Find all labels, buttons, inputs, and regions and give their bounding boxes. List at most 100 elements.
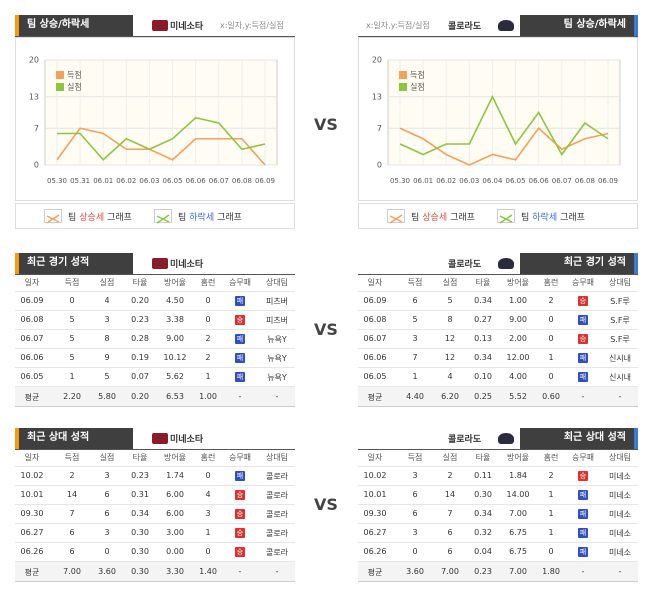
table-cell: 0.20	[131, 296, 149, 305]
average-cell: 0.23	[474, 567, 492, 576]
panel-header: 최근 상대 성적 콜로라도	[358, 428, 638, 450]
table-cell: 6	[69, 547, 75, 556]
average-cell: 0.30	[131, 567, 149, 576]
x-tick-label: 06.06	[186, 177, 207, 185]
average-cell: -	[238, 567, 242, 576]
table-cell: 10.02	[20, 471, 44, 480]
team-logo	[498, 258, 514, 269]
table-cell: 0.27	[474, 315, 492, 324]
legend-icon	[44, 209, 62, 224]
table-cell: 0.34	[474, 353, 492, 362]
row-line	[358, 386, 638, 387]
team-logo	[152, 433, 168, 444]
legend-note: 팀 하락세 그래프	[521, 210, 585, 223]
table-cell: 06.09	[20, 296, 44, 305]
panel-header: 최근 경기 성적 콜로라도	[358, 253, 638, 275]
column-header: 승무패	[571, 453, 595, 462]
x-tick-label: 06.07	[209, 177, 229, 185]
legend-note: 팀 상승세 그래프	[411, 210, 475, 223]
column-header: 방어율	[163, 453, 187, 462]
header-tab: 최근 경기 성적	[520, 253, 638, 274]
y-tick-label: 7	[34, 124, 39, 133]
table-cell: 미네소	[608, 529, 632, 538]
y-tick-label: 20	[372, 56, 382, 65]
table-cell: 6	[447, 528, 453, 537]
average-cell: 5.52	[509, 392, 527, 401]
vs-label: VS	[314, 495, 338, 514]
table-cell: 5.62	[166, 372, 184, 381]
x-tick-label: 05.30	[47, 177, 67, 185]
column-header: 득점	[407, 278, 423, 287]
icon	[499, 214, 513, 224]
table-cell: 3.00	[166, 528, 184, 537]
header-tab: 팀 상승/하락세	[15, 15, 133, 36]
table-cell: 3	[104, 528, 110, 537]
table-cell: 0.04	[474, 547, 492, 556]
row-line	[15, 367, 295, 368]
table-cell: 6	[104, 490, 110, 499]
header-tab: 최근 경기 성적	[15, 253, 133, 274]
table-cell: 3	[412, 471, 418, 480]
table-cell: 06.27	[20, 528, 44, 537]
row-line	[358, 561, 638, 562]
table-cell: 0	[548, 372, 554, 381]
row-line	[15, 348, 295, 349]
table-cell: 4	[447, 372, 453, 381]
row-line	[358, 291, 638, 292]
table-cell: 12	[444, 353, 456, 362]
row-line	[358, 348, 638, 349]
column-header: 타율	[475, 453, 491, 462]
average-cell: 6.53	[166, 392, 184, 401]
x-tick-label: 06.09	[255, 177, 275, 185]
table-cell: 2	[205, 334, 211, 343]
x-tick-label: 06.05	[506, 177, 526, 185]
average-cell: 평균	[24, 568, 40, 577]
average-cell: -	[581, 392, 585, 401]
row-line	[358, 310, 638, 311]
table-cell: 0.07	[131, 372, 149, 381]
legend-box	[399, 83, 407, 91]
average-row-bg	[15, 387, 295, 406]
average-cell: 0.20	[131, 392, 149, 401]
table-cell: 콜로라	[265, 472, 289, 481]
series-line	[399, 127, 609, 166]
table-cell: 5	[104, 372, 110, 381]
legend-label: 실점	[67, 82, 82, 92]
average-row-bg	[358, 562, 638, 581]
row-line	[358, 542, 638, 543]
table-cell: 0	[205, 315, 211, 324]
result-badge: 승	[235, 509, 245, 519]
result-badge: 패	[578, 528, 588, 538]
result-badge: 패	[235, 471, 245, 481]
table-cell: 3	[104, 315, 110, 324]
table-cell: 3	[104, 471, 110, 480]
table-cell: 0.34	[131, 509, 149, 518]
row-line	[358, 523, 638, 524]
table-cell: 뉴욕Y	[267, 354, 287, 363]
table-cell: 3	[205, 509, 211, 518]
team-name: 미네소타	[170, 435, 204, 445]
x-tick-label: 06.02	[436, 177, 456, 185]
average-cell: -	[238, 392, 242, 401]
x-tick-label: 06.08	[575, 177, 595, 185]
result-badge: 패	[578, 353, 588, 363]
table-cell: 콜로라	[265, 529, 289, 538]
table-cell: 1.74	[166, 471, 184, 480]
team-name: 콜로라도	[448, 435, 482, 445]
result-badge: 패	[235, 296, 245, 306]
column-header: 득점	[64, 453, 80, 462]
table: 일자 득점 실점 타율 방어율 홈런 승무패 상대팀 06.09 0 4 0.20 4.50 0 패 피츠버 0…	[15, 274, 295, 407]
legend-note-highlight: 상승세	[79, 213, 105, 223]
legend-note-suffix: 그래프	[217, 213, 242, 223]
row-line	[358, 367, 638, 368]
table-cell: 10.02	[363, 471, 387, 480]
average-cell: 0.25	[474, 392, 492, 401]
table-cell: 1	[412, 372, 418, 381]
row-line	[358, 329, 638, 330]
table-cell: 06.27	[363, 528, 387, 537]
x-tick-label: 06.05	[163, 177, 183, 185]
legend-notes: 팀 상승세 그래프 팀 하락세 그래프	[358, 203, 638, 229]
table-cell: 9.00	[166, 334, 184, 343]
table: 일자 득점 실점 타율 방어율 홈런 승무패 상대팀 10.02 3 2 0.11 1.84 2 승 미네소 1…	[358, 449, 638, 582]
